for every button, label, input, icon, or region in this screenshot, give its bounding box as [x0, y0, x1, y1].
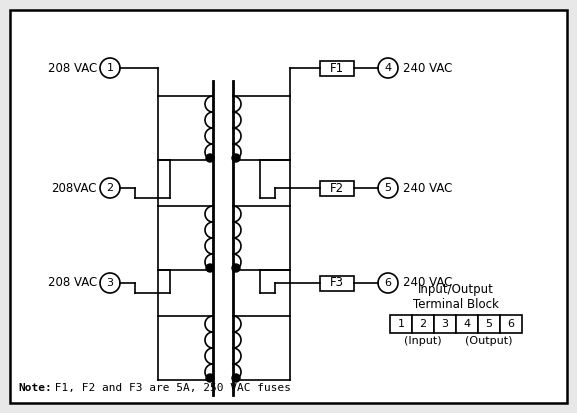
- Text: F1, F2 and F3 are 5A, 250 VAC fuses: F1, F2 and F3 are 5A, 250 VAC fuses: [48, 383, 291, 393]
- Text: Note:: Note:: [18, 383, 52, 393]
- Text: F3: F3: [330, 276, 344, 290]
- Text: 240 VAC: 240 VAC: [403, 62, 452, 74]
- Text: 5: 5: [384, 183, 392, 193]
- Text: 3: 3: [107, 278, 114, 288]
- Bar: [320, 60, 354, 76]
- Text: 2: 2: [419, 319, 426, 329]
- Text: F1: F1: [330, 62, 344, 74]
- Text: 6: 6: [384, 278, 392, 288]
- Circle shape: [206, 154, 214, 162]
- Text: 6: 6: [508, 319, 515, 329]
- Bar: [478, 315, 500, 333]
- Circle shape: [232, 264, 240, 272]
- Circle shape: [206, 374, 214, 382]
- Bar: [412, 315, 434, 333]
- Text: 4: 4: [463, 319, 471, 329]
- Text: 208VAC: 208VAC: [51, 181, 97, 195]
- Text: 2: 2: [106, 183, 114, 193]
- Text: (Output): (Output): [465, 336, 513, 346]
- Bar: [434, 315, 456, 333]
- Circle shape: [232, 374, 240, 382]
- Text: 5: 5: [485, 319, 493, 329]
- Text: 3: 3: [441, 319, 448, 329]
- Text: 240 VAC: 240 VAC: [403, 276, 452, 290]
- Text: F2: F2: [330, 181, 344, 195]
- Circle shape: [206, 264, 214, 272]
- Text: 208 VAC: 208 VAC: [48, 62, 97, 74]
- Text: 1: 1: [398, 319, 404, 329]
- Bar: [320, 275, 354, 290]
- Bar: [320, 180, 354, 195]
- Bar: [456, 315, 478, 333]
- Text: (Input): (Input): [404, 336, 442, 346]
- Bar: [500, 315, 522, 333]
- Text: Terminal Block: Terminal Block: [413, 299, 499, 311]
- Circle shape: [232, 154, 240, 162]
- Text: 208 VAC: 208 VAC: [48, 276, 97, 290]
- Text: 4: 4: [384, 63, 392, 73]
- Bar: [390, 315, 412, 333]
- Text: 240 VAC: 240 VAC: [403, 181, 452, 195]
- Text: Input/Output: Input/Output: [418, 283, 494, 297]
- Text: 1: 1: [107, 63, 114, 73]
